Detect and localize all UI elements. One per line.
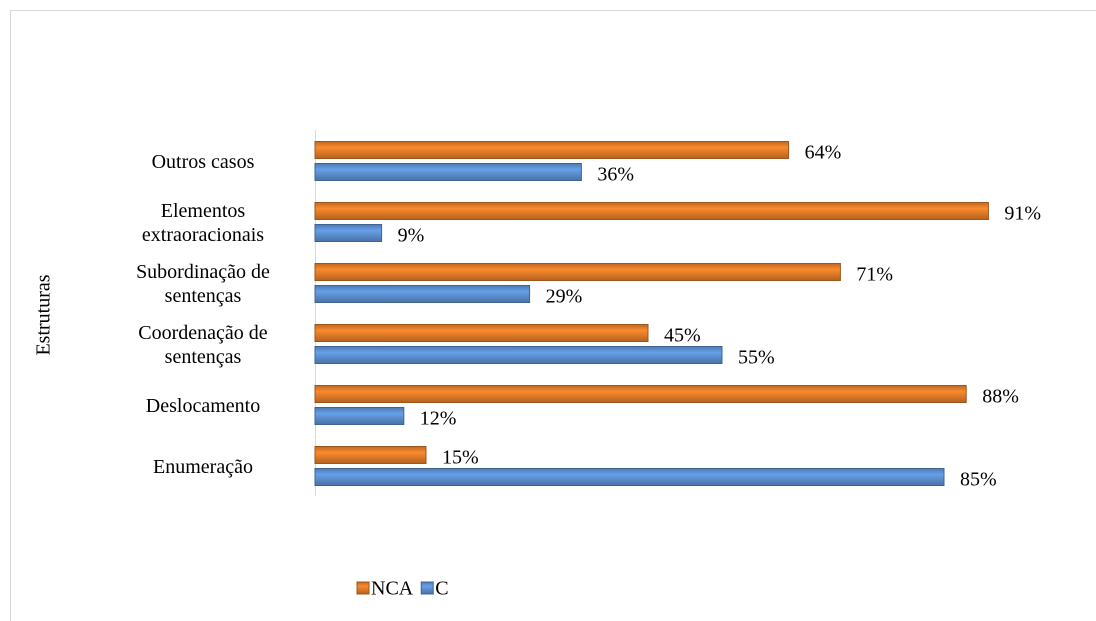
bar xyxy=(314,285,531,303)
data-label: 45% xyxy=(664,325,701,347)
data-label: 36% xyxy=(597,164,634,186)
bar xyxy=(314,141,790,159)
y-tick-label: Enumeração xyxy=(153,455,253,478)
data-label: 9% xyxy=(398,225,425,247)
bar xyxy=(314,446,427,464)
y-tick-label: Outros casos xyxy=(151,150,255,173)
frame xyxy=(10,10,1096,621)
bar xyxy=(314,163,582,181)
bar xyxy=(314,407,405,425)
data-label: 71% xyxy=(856,264,893,286)
bar xyxy=(314,263,841,281)
y-tick-label: Elementos extraoracionais xyxy=(141,199,265,246)
data-label: 15% xyxy=(442,447,479,469)
data-label: 85% xyxy=(960,469,997,491)
legend-swatch xyxy=(356,581,370,595)
legend-label: NCA xyxy=(371,578,414,600)
legend-swatch xyxy=(420,581,434,595)
legend-label: C xyxy=(435,578,448,600)
data-label: 91% xyxy=(1004,203,1041,225)
data-label: 29% xyxy=(546,286,583,308)
y-axis-label: Estruturas xyxy=(33,274,55,355)
y-tick-label: Deslocamento xyxy=(145,394,261,417)
bar xyxy=(314,385,967,403)
data-label: 88% xyxy=(982,386,1019,408)
y-tick-label: Subordinação de sentenças xyxy=(136,260,270,307)
data-label: 64% xyxy=(805,142,842,164)
data-label: 12% xyxy=(420,408,457,430)
bar xyxy=(314,202,989,220)
data-label: 55% xyxy=(738,347,775,369)
bar xyxy=(314,224,383,242)
bar xyxy=(314,468,945,486)
y-tick-label: Coordenação de sentenças xyxy=(138,321,268,368)
bar xyxy=(314,346,723,364)
bar xyxy=(314,324,649,342)
